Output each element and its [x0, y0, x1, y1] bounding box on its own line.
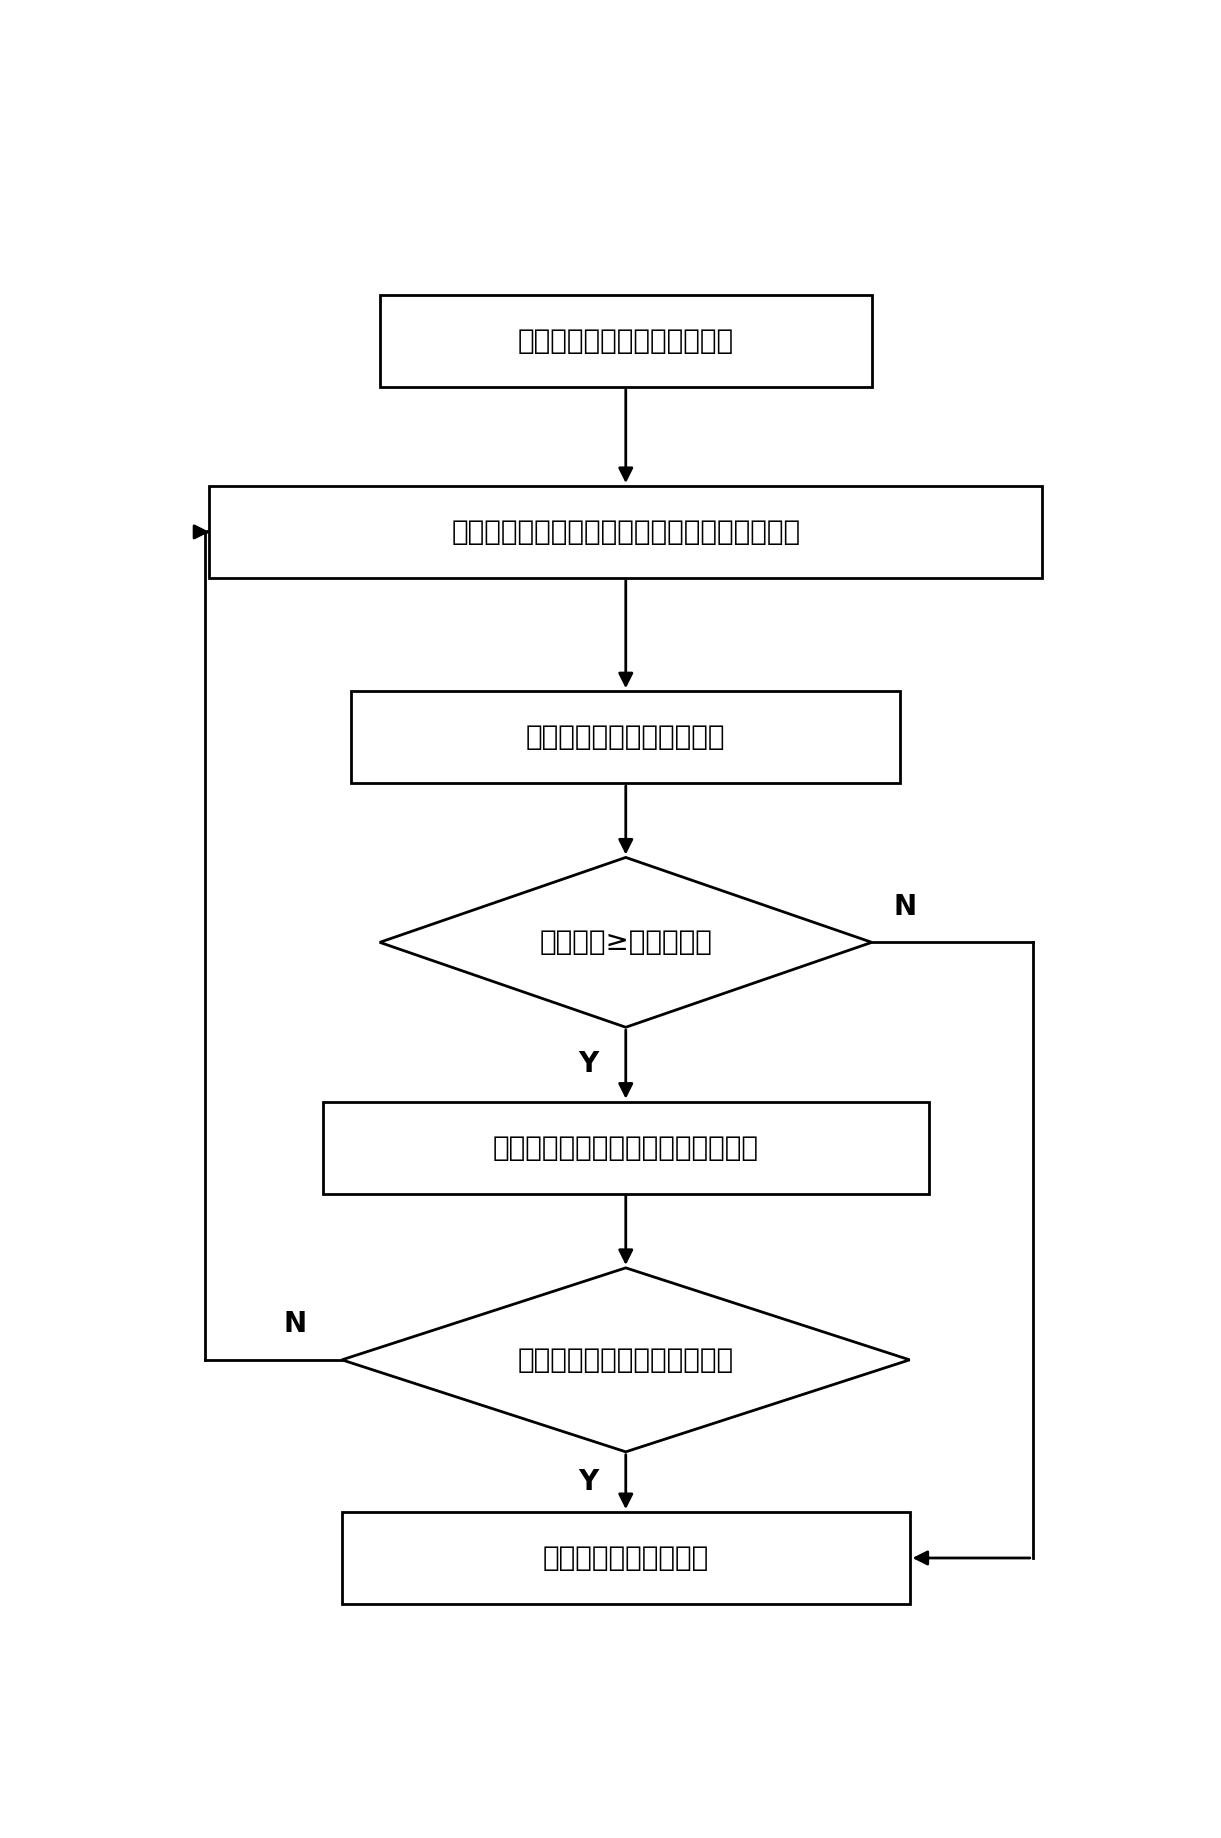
Text: N: N	[894, 893, 917, 921]
Text: N: N	[283, 1310, 306, 1338]
FancyBboxPatch shape	[352, 691, 900, 783]
Text: 需求运能≥设计运能？: 需求运能≥设计运能？	[540, 928, 712, 956]
Text: 步骤三、运输能力缺口分析: 步骤三、运输能力缺口分析	[526, 722, 725, 752]
Text: 步骤二、构建广义综合效用函数，进行交通分配: 步骤二、构建广义综合效用函数，进行交通分配	[452, 518, 800, 546]
FancyBboxPatch shape	[380, 294, 872, 386]
Polygon shape	[342, 1268, 910, 1452]
Text: 组合运能优化方案是否最优？: 组合运能优化方案是否最优？	[518, 1345, 734, 1373]
Polygon shape	[380, 857, 872, 1027]
FancyBboxPatch shape	[210, 485, 1043, 577]
Text: Y: Y	[578, 1469, 598, 1496]
FancyBboxPatch shape	[322, 1101, 929, 1193]
Text: 提出组合运能推荐方案: 提出组合运能推荐方案	[542, 1544, 709, 1571]
Text: Y: Y	[578, 1049, 598, 1079]
Text: 步骤四、构建多种交通方式组合方案: 步骤四、构建多种交通方式组合方案	[493, 1134, 758, 1162]
FancyBboxPatch shape	[342, 1513, 910, 1605]
Text: 步骤一、运输需求分析及预测: 步骤一、运输需求分析及预测	[518, 327, 734, 355]
